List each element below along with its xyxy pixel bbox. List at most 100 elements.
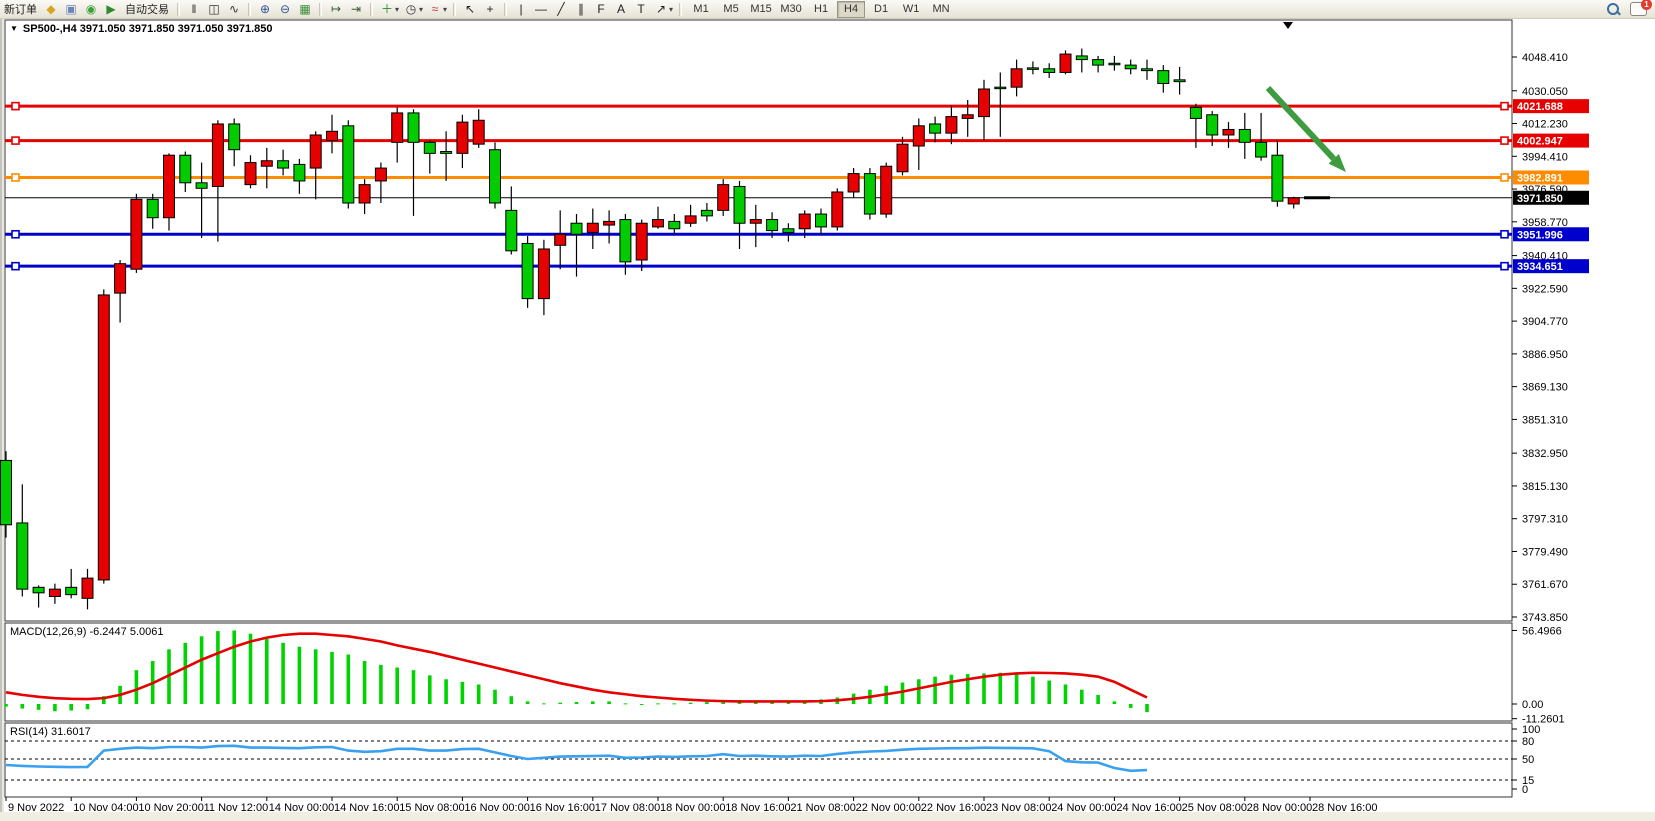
- candlestick: [912, 125, 925, 147]
- crosshair-icon[interactable]: +: [486, 2, 494, 16]
- candlestick: [211, 123, 224, 187]
- candlestick: [293, 163, 306, 182]
- candlestick: [16, 522, 29, 590]
- candlestick: [130, 198, 143, 270]
- candlestick: [163, 154, 175, 219]
- time-axis-label: 28 Nov 16:00: [1312, 802, 1377, 814]
- search-handle: [1616, 10, 1621, 16]
- candlestick: [0, 459, 12, 526]
- line-anchor-marker: [1500, 173, 1509, 182]
- candlestick-chart-icon[interactable]: ◫: [208, 2, 220, 16]
- channel-icon[interactable]: ∥: [578, 2, 585, 16]
- price-axis-label: 4030.050: [1522, 86, 1568, 98]
- label-icon[interactable]: T: [637, 2, 645, 16]
- dropdown-caret-icon[interactable]: ▾: [669, 4, 674, 14]
- rsi-panel[interactable]: [4, 722, 1513, 798]
- fibonacci-icon[interactable]: F: [597, 2, 605, 16]
- price-tag-label: 4002.947: [1517, 136, 1563, 148]
- autotrading-play-icon[interactable]: ▶: [106, 2, 116, 16]
- arrows-icon[interactable]: ↗: [656, 2, 667, 16]
- line-chart-icon[interactable]: ∿: [228, 2, 240, 16]
- tile-windows-icon[interactable]: ▦: [299, 2, 311, 16]
- price-tag: [1513, 227, 1589, 242]
- gold-diamond-icon[interactable]: ◆: [46, 2, 56, 16]
- zoom-in-icon[interactable]: ⊕: [259, 2, 271, 16]
- new-chart-button[interactable]: ＋: [380, 2, 393, 16]
- macd-histogram-bar: [4, 704, 8, 707]
- dropdown-caret-icon[interactable]: ▾: [395, 4, 400, 14]
- indicators-button[interactable]: ≈: [431, 2, 439, 16]
- market-watch-icon[interactable]: ◉: [85, 2, 97, 16]
- macd-histogram-bar: [346, 654, 351, 704]
- macd-panel[interactable]: [4, 622, 1513, 722]
- time-axis-label: 10 Nov 20:00: [138, 802, 203, 814]
- candlestick: [97, 294, 110, 581]
- price-axis-label: 3869.130: [1522, 382, 1568, 394]
- macd-histogram-bar: [933, 676, 937, 704]
- timeframe-button-mn[interactable]: MN: [932, 2, 950, 15]
- timeframe-button-m15[interactable]: M15: [750, 2, 772, 15]
- macd-histogram-bar: [1031, 676, 1035, 704]
- toolbar-separator: [679, 2, 683, 16]
- trendline-icon[interactable]: ╱: [557, 2, 565, 16]
- cursor-icon[interactable]: ↖: [465, 2, 476, 16]
- symbol-dropdown-icon[interactable]: ▼: [10, 24, 18, 33]
- zoom-out-icon[interactable]: ⊖: [279, 2, 291, 16]
- candlestick: [472, 119, 485, 145]
- time-axis-label: 16 Nov 16:00: [530, 802, 595, 814]
- terminal-window-icon[interactable]: ▣: [65, 2, 77, 16]
- auto-scroll-icon[interactable]: ↦: [330, 2, 342, 16]
- macd-indicator-label: MACD(12,26,9) -6.2447 5.0061: [10, 626, 164, 638]
- macd-histogram-bar: [248, 633, 253, 704]
- periods-button[interactable]: ◷: [405, 2, 417, 16]
- time-axis-label: 22 Nov 00:00: [856, 802, 921, 814]
- vertical-line-icon[interactable]: |: [519, 2, 523, 16]
- candlestick: [896, 143, 909, 173]
- dropdown-caret-icon[interactable]: ▾: [419, 4, 424, 14]
- chart-shift-icon[interactable]: ⇥: [350, 2, 362, 16]
- macd-histogram-bar: [525, 701, 530, 704]
- candlestick: [766, 219, 779, 232]
- autotrading-button[interactable]: 自动交易: [125, 4, 169, 16]
- candlestick: [1059, 53, 1072, 73]
- candlestick: [586, 222, 599, 233]
- macd-histogram-bar: [20, 704, 25, 709]
- notifications-icon[interactable]: 1: [1630, 0, 1652, 16]
- search-icon[interactable]: [1606, 2, 1621, 16]
- horizontal-line-icon[interactable]: —: [535, 2, 548, 16]
- macd-histogram-bar: [558, 702, 562, 704]
- candlestick: [961, 114, 974, 119]
- timeframe-button-h1[interactable]: H1: [814, 2, 829, 15]
- macd-histogram-bar: [216, 631, 220, 704]
- macd-histogram-bar: [69, 704, 73, 711]
- candlestick: [668, 220, 681, 230]
- bar-chart-icon[interactable]: ‖: [191, 2, 197, 16]
- dropdown-caret-icon[interactable]: ▾: [443, 4, 448, 14]
- candlestick: [619, 219, 632, 263]
- timeframe-button-m30[interactable]: M30: [780, 2, 802, 15]
- price-axis-label: 3922.590: [1522, 283, 1568, 295]
- candlestick: [374, 167, 387, 182]
- new-order-button[interactable]: 新订单: [4, 4, 37, 16]
- time-axis-label: 18 Nov 00:00: [660, 802, 725, 814]
- line-anchor-marker: [11, 229, 20, 239]
- candlestick: [1287, 197, 1300, 205]
- candlestick: [554, 233, 567, 246]
- macd-histogram-bar: [623, 703, 628, 705]
- timeframe-button-d1[interactable]: D1: [874, 2, 889, 15]
- candlestick: [1206, 114, 1219, 136]
- candlestick: [978, 88, 990, 118]
- macd-histogram-bar: [1063, 684, 1068, 704]
- time-axis-label: 11 Nov 12:00: [204, 802, 269, 814]
- timeframe-button-h4[interactable]: H4: [837, 0, 866, 18]
- timeframe-button-w1[interactable]: W1: [902, 2, 920, 15]
- timeframe-button-m1[interactable]: M1: [693, 2, 709, 15]
- timeframe-button-m5[interactable]: M5: [723, 2, 739, 15]
- price-axis-label: 4048.410: [1522, 52, 1568, 64]
- time-axis-label: 14 Nov 16:00: [334, 802, 399, 814]
- macd-histogram-bar: [672, 703, 677, 705]
- macd-histogram-bar: [199, 636, 204, 704]
- text-icon[interactable]: A: [617, 2, 626, 16]
- line-anchor-marker: [1500, 261, 1509, 271]
